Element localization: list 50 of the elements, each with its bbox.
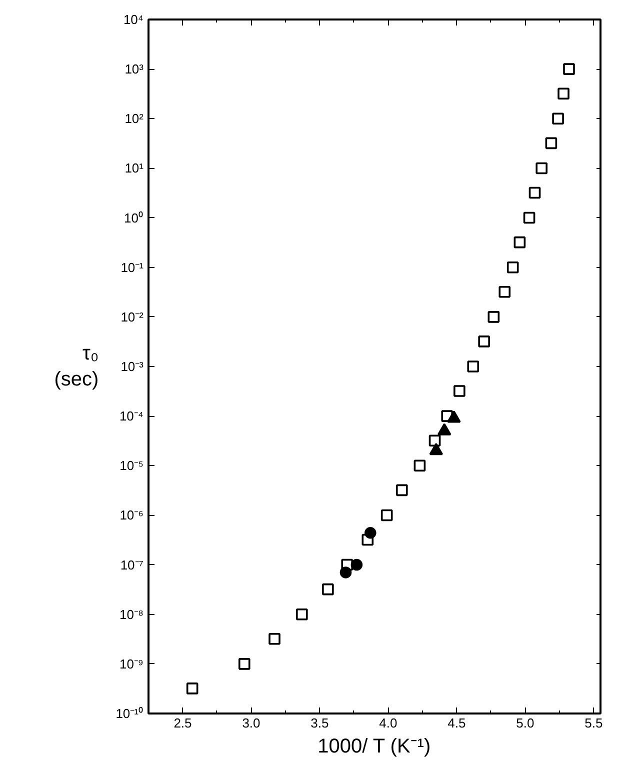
point bbox=[428, 434, 441, 446]
y-tick-label: 10⁻⁵ bbox=[120, 458, 144, 474]
y-tick-label: 10⁻⁸ bbox=[120, 606, 144, 622]
y-tick-label: 10⁻³ bbox=[120, 359, 144, 374]
point bbox=[498, 286, 511, 298]
y-tick-label: 10⁻¹ bbox=[120, 260, 144, 275]
y-tick-label: 10³ bbox=[124, 62, 144, 77]
point bbox=[414, 460, 426, 472]
x-tick-label: 5.0 bbox=[516, 716, 534, 730]
point bbox=[563, 63, 575, 75]
x-tick-label: 3.0 bbox=[242, 716, 260, 730]
point bbox=[528, 186, 541, 199]
point bbox=[396, 484, 408, 496]
x-axis-title: 1000/ T (K⁻¹) bbox=[318, 736, 431, 758]
point bbox=[467, 360, 480, 372]
y-tick-label: 10⁻⁴ bbox=[119, 408, 144, 424]
point bbox=[268, 632, 280, 645]
x-tick-label: 4.0 bbox=[379, 716, 398, 730]
point bbox=[350, 558, 363, 571]
point bbox=[514, 236, 526, 248]
x-tick-label: 5.5 bbox=[584, 716, 603, 730]
point bbox=[238, 658, 250, 670]
y-tick-label: 10² bbox=[124, 111, 144, 126]
x-tick-label: 3.5 bbox=[310, 716, 329, 730]
y-axis-title: τ₀ (sec) bbox=[54, 342, 99, 391]
point bbox=[523, 212, 536, 224]
point bbox=[340, 566, 352, 578]
point bbox=[322, 583, 334, 596]
point bbox=[558, 88, 570, 100]
point bbox=[506, 261, 519, 274]
y-tick-label: 10⁻⁷ bbox=[120, 557, 144, 572]
point bbox=[364, 527, 376, 539]
point bbox=[488, 311, 500, 323]
y-tick-label: 10⁻¹⁰ bbox=[116, 706, 144, 721]
point bbox=[186, 682, 198, 694]
y-tick-label: 10⁻⁶ bbox=[120, 508, 144, 523]
y-tick-label: 10⁴ bbox=[123, 12, 144, 27]
point bbox=[552, 112, 564, 125]
y-tick-label: 10⁰ bbox=[124, 210, 144, 226]
x-tick-label: 4.5 bbox=[448, 716, 466, 730]
point bbox=[545, 137, 558, 150]
point bbox=[478, 336, 490, 348]
y-tick-label: 10¹ bbox=[124, 160, 144, 176]
x-tick-label: 2.5 bbox=[174, 716, 192, 730]
y-tick-label: 10⁻² bbox=[120, 309, 144, 324]
point bbox=[296, 608, 308, 620]
y-tick-label: 10⁻⁹ bbox=[119, 656, 144, 672]
point bbox=[536, 162, 548, 174]
point bbox=[454, 385, 466, 397]
point bbox=[380, 509, 393, 522]
